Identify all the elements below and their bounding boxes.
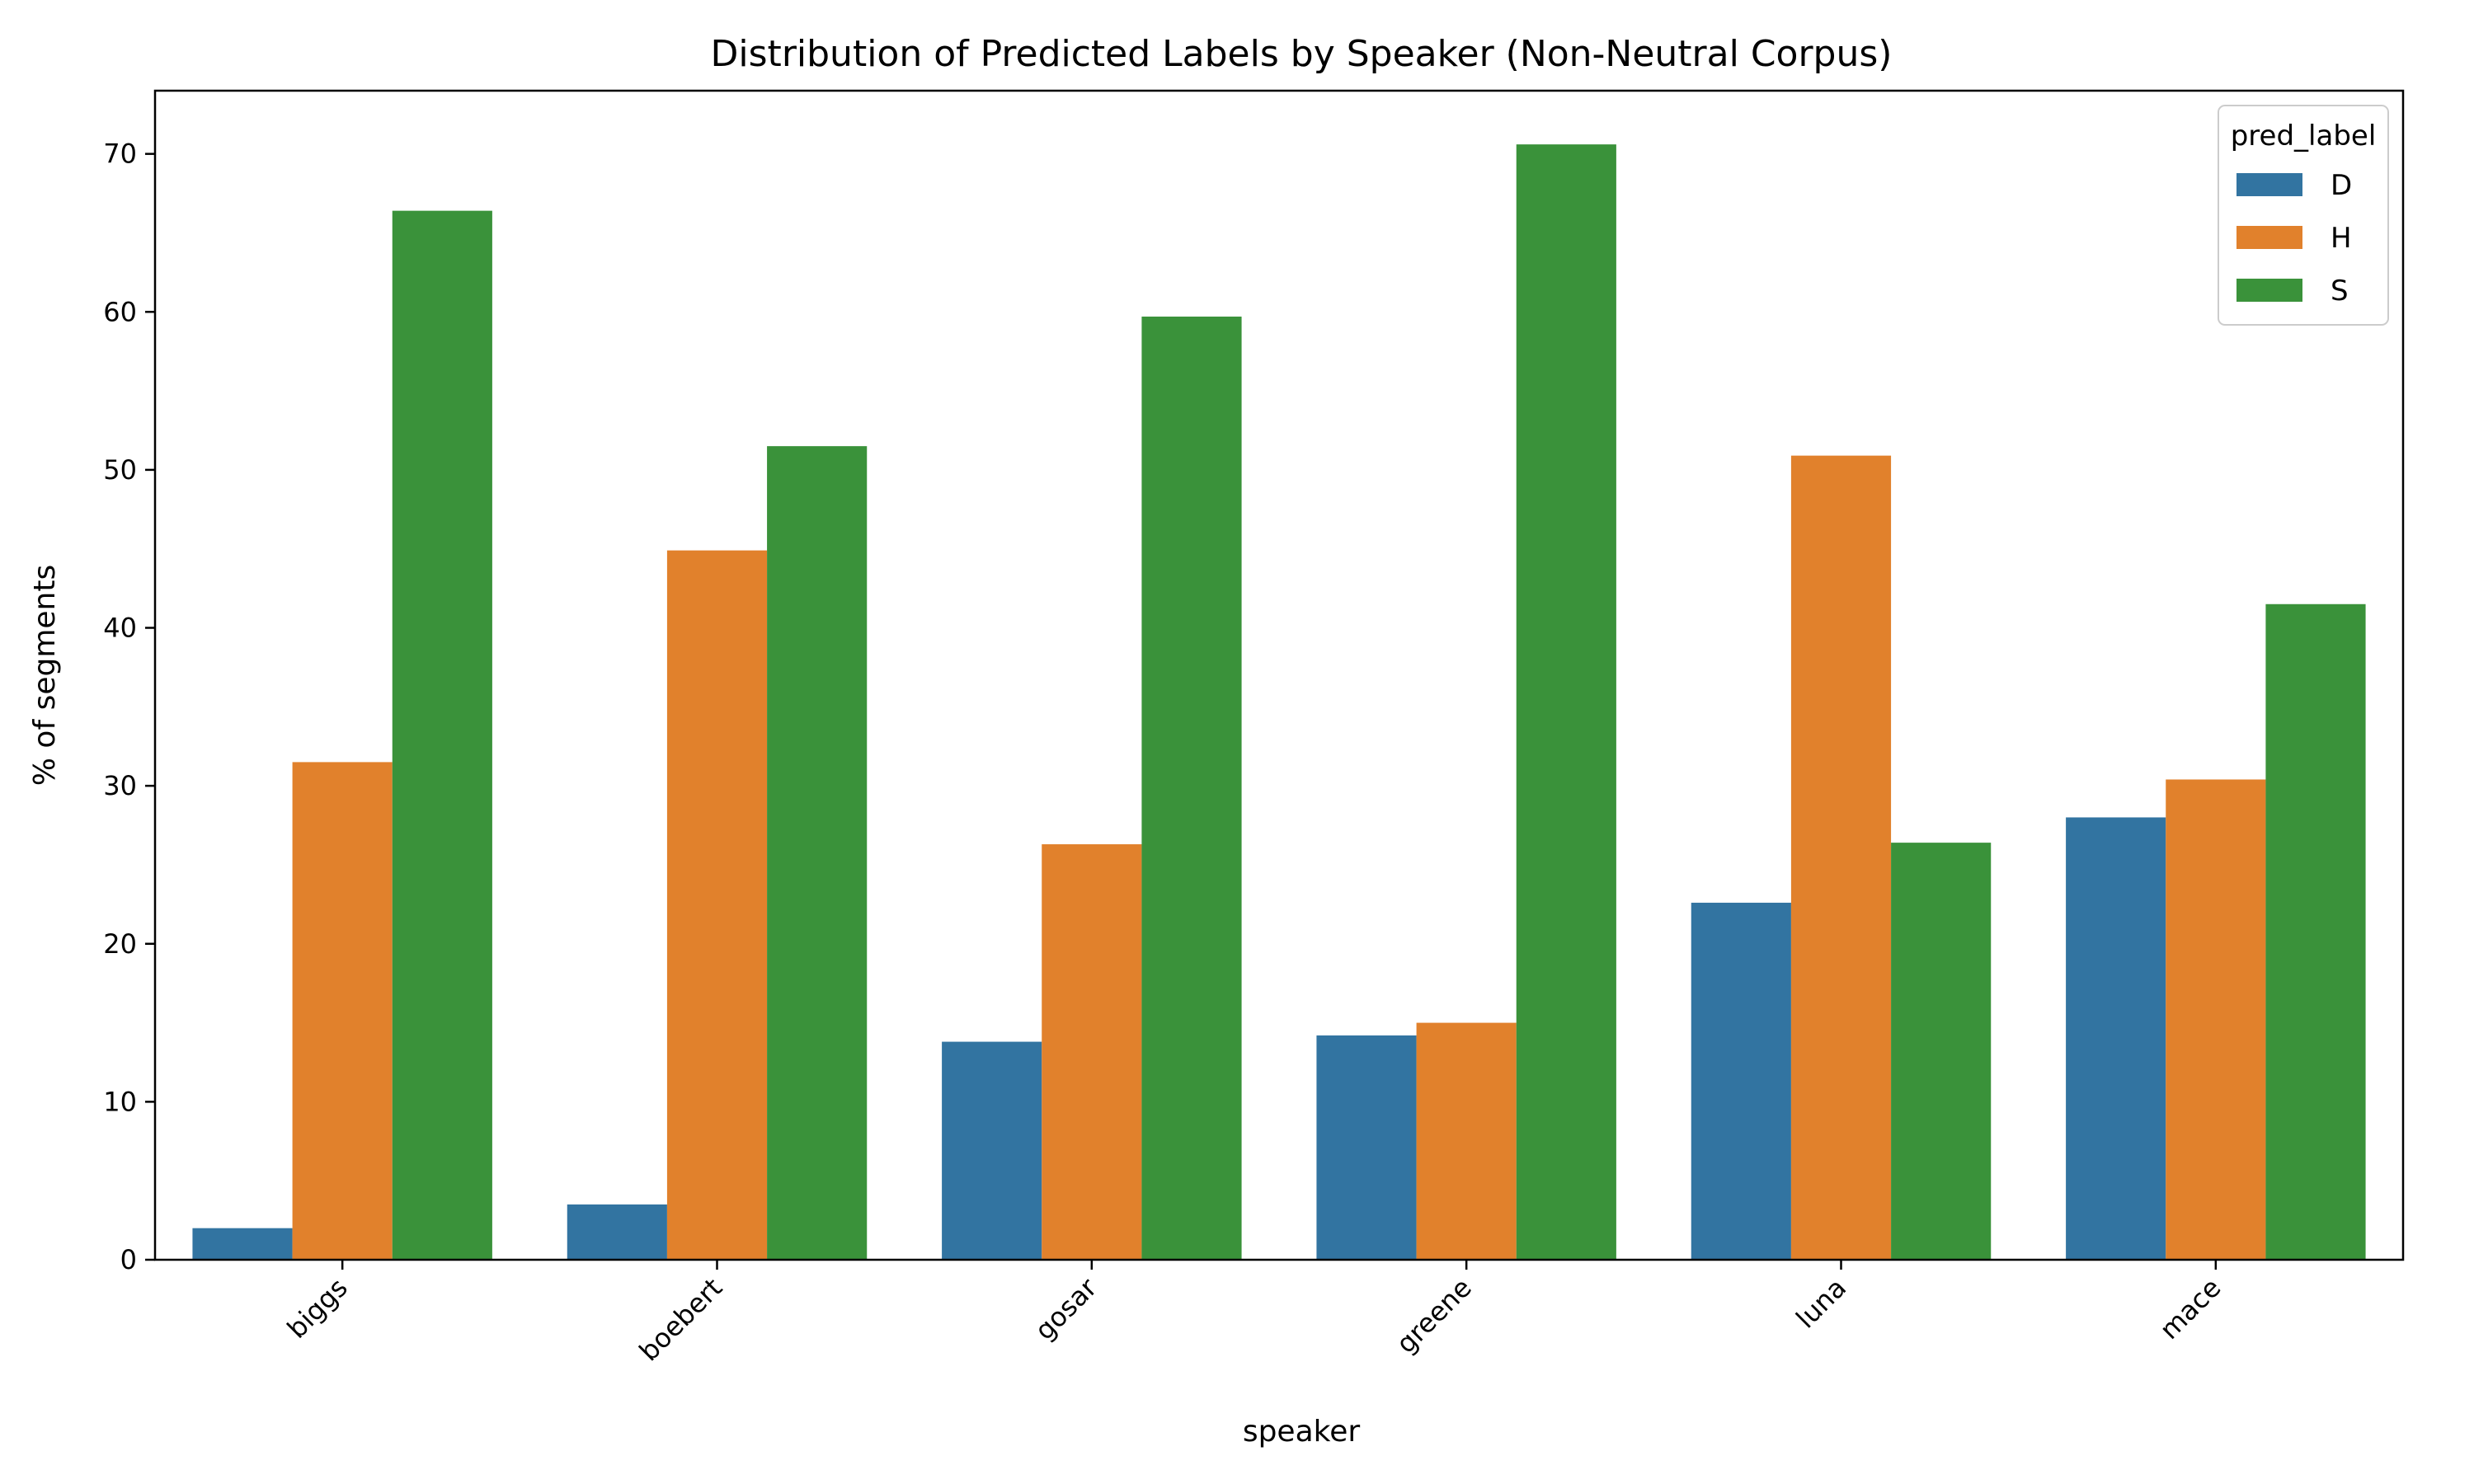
bar-mace-D	[2066, 817, 2166, 1260]
bar-greene-H	[1416, 1022, 1517, 1260]
legend: pred_label DHS	[2218, 105, 2389, 326]
bar-mace-S	[2265, 603, 2366, 1260]
bar-boebert-D	[567, 1204, 667, 1260]
y-tick-label: 0	[120, 1244, 137, 1275]
legend-items: DHS	[2236, 169, 2352, 308]
bar-luna-H	[1790, 455, 1892, 1260]
x-tick-label-luna: luna	[1790, 1272, 1852, 1335]
bar-luna-S	[1891, 843, 1992, 1260]
y-tick-label: 10	[103, 1086, 137, 1117]
legend-swatch-D	[2236, 173, 2302, 196]
legend-swatch-S	[2236, 279, 2302, 302]
y-axis: 0 10 20 30 40 50 60 70	[103, 139, 155, 1275]
y-tick-label: 70	[103, 139, 137, 170]
x-axis: biggs boebert gosar greene luna mace	[281, 1260, 2227, 1367]
legend-label-D: D	[2331, 169, 2352, 202]
x-tick-label-greene: greene	[1390, 1272, 1478, 1360]
legend-label-H: H	[2331, 222, 2352, 255]
y-tick-label: 30	[103, 770, 137, 801]
y-tick-label: 60	[103, 296, 137, 327]
legend-swatch-H	[2236, 226, 2302, 249]
x-tick-label-mace: mace	[2153, 1272, 2227, 1345]
bar-boebert-S	[767, 446, 868, 1260]
chart-title: Distribution of Predicted Labels by Spea…	[711, 33, 1893, 75]
bar-biggs-D	[192, 1228, 293, 1260]
y-tick-label: 20	[103, 928, 137, 960]
bar-gosar-S	[1141, 317, 1242, 1260]
legend-title: pred_label	[2231, 120, 2377, 153]
y-axis-label: % of segments	[28, 565, 62, 786]
legend-frame	[2218, 105, 2389, 326]
y-tick-label: 40	[103, 613, 137, 644]
bars-group	[192, 144, 2366, 1260]
bar-biggs-S	[392, 210, 492, 1260]
bar-luna-D	[1691, 902, 1791, 1260]
legend-label-S: S	[2331, 275, 2349, 308]
bar-gosar-H	[1042, 844, 1142, 1260]
x-axis-label: speaker	[1243, 1415, 1361, 1449]
plot-frame	[153, 89, 2405, 1261]
bar-greene-D	[1316, 1035, 1417, 1260]
bar-gosar-D	[942, 1041, 1042, 1260]
bar-boebert-H	[666, 550, 768, 1260]
x-tick-label-gosar: gosar	[1028, 1271, 1103, 1346]
x-tick-label-boebert: boebert	[633, 1272, 728, 1367]
bar-greene-S	[1516, 144, 1616, 1260]
x-tick-label-biggs: biggs	[281, 1272, 354, 1345]
y-tick-label: 50	[103, 454, 137, 486]
bar-biggs-H	[292, 762, 393, 1260]
bar-mace-H	[2166, 779, 2266, 1260]
